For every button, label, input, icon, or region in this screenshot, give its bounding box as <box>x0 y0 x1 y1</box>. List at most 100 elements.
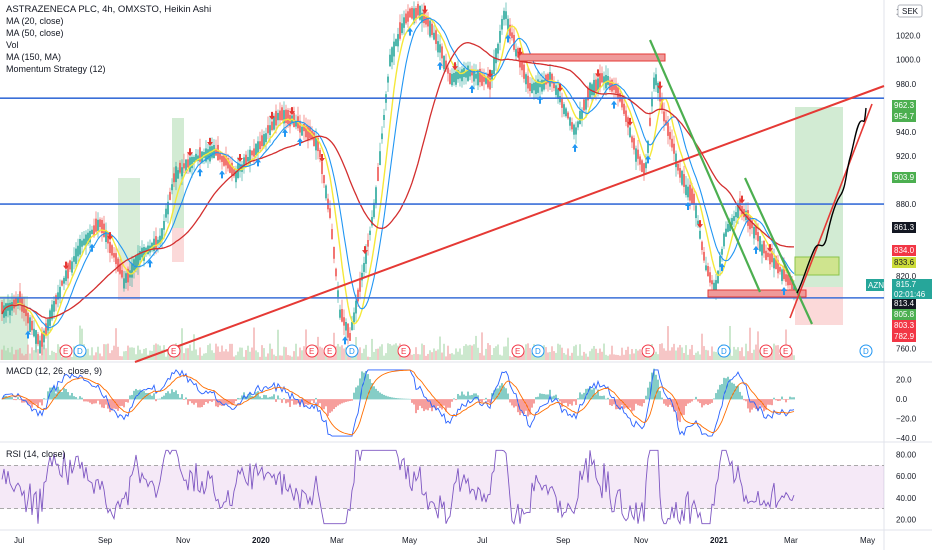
volume-bar <box>375 348 377 360</box>
volume-bar <box>273 354 275 360</box>
price-tag-label: 782.9 <box>894 332 915 341</box>
macd-histogram-bar <box>509 399 511 403</box>
volume-bar <box>279 355 281 360</box>
event-marker-label: D <box>721 347 727 356</box>
candle-body <box>173 173 175 183</box>
volume-bar <box>131 347 133 360</box>
macd-histogram-bar <box>71 392 73 400</box>
event-marker-icon <box>859 344 873 358</box>
candle-body <box>489 77 491 90</box>
volume-bar <box>211 350 213 360</box>
candle-body <box>405 13 407 24</box>
candle-body <box>349 333 351 341</box>
macd-histogram-bar <box>689 399 691 403</box>
macd-histogram-bar <box>93 399 95 404</box>
candle-body <box>9 302 11 316</box>
volume-bar <box>239 347 241 360</box>
volume-bar <box>579 344 581 360</box>
volume-bar <box>527 343 529 360</box>
macd-histogram-bar <box>729 379 731 400</box>
volume-bar <box>667 326 669 360</box>
candle-body <box>23 304 25 313</box>
macd-histogram-bar <box>495 388 497 400</box>
candle-body <box>347 323 349 338</box>
candle-body <box>573 124 575 135</box>
candle-body <box>429 20 431 37</box>
currency-badge[interactable]: SEK <box>897 4 923 18</box>
volume-bar <box>27 344 29 360</box>
macd-histogram-bar <box>217 399 219 408</box>
macd-histogram-bar <box>737 385 739 400</box>
volume-bar <box>671 347 673 360</box>
volume-bar <box>57 344 59 360</box>
macd-histogram-bar <box>27 399 29 405</box>
volume-bar <box>493 347 495 360</box>
candle-body <box>5 303 7 317</box>
macd-histogram-bar <box>197 399 199 408</box>
macd-histogram-bar <box>683 399 685 415</box>
candle-body <box>93 225 95 237</box>
candle-body <box>341 309 343 322</box>
event-marker-label: D <box>535 347 541 356</box>
macd-histogram-bar <box>293 399 295 405</box>
macd-histogram-bar <box>597 389 599 400</box>
volume-bar <box>119 356 121 360</box>
candle-body <box>559 96 561 103</box>
candle-body <box>37 334 39 345</box>
candle-body <box>623 103 625 114</box>
macd-histogram-bar <box>355 387 357 400</box>
buy-arrow-icon <box>342 336 348 345</box>
candle-body <box>235 170 237 183</box>
volume-bar <box>337 343 339 360</box>
event-marker-icon <box>167 344 181 358</box>
volume-bar <box>5 350 7 360</box>
macd-histogram-bar <box>767 399 769 405</box>
volume-bar <box>229 343 231 360</box>
macd-histogram-bar <box>633 399 635 411</box>
candle-body <box>83 238 85 246</box>
macd-histogram-bar <box>507 393 509 400</box>
volume-bar <box>395 343 397 360</box>
candle-body <box>325 185 327 199</box>
buy-arrow-icon <box>197 168 203 177</box>
volume-bar <box>737 347 739 360</box>
volume-bar <box>215 343 217 360</box>
candle-body <box>547 73 549 84</box>
volume-bar <box>357 349 359 360</box>
macd-histogram-bar <box>339 399 341 405</box>
volume-bar <box>707 350 709 360</box>
volume-bar <box>117 346 119 360</box>
volume-bar <box>625 349 627 360</box>
macd-histogram-bar <box>517 399 519 413</box>
volume-bar <box>201 355 203 360</box>
candle-body <box>793 285 795 293</box>
candle-body <box>187 159 189 168</box>
volume-bar <box>393 344 395 360</box>
candle-body <box>185 159 187 173</box>
candle-body <box>17 298 19 306</box>
candle-body <box>287 109 289 125</box>
volume-bar <box>183 353 185 360</box>
volume-bar <box>127 345 129 360</box>
macd-histogram-bar <box>599 395 601 400</box>
candle-body <box>617 87 619 99</box>
volume-bar <box>275 356 277 360</box>
macd-histogram-bar <box>631 399 633 412</box>
candle-body <box>111 245 113 256</box>
candle-body <box>663 111 665 122</box>
macd-histogram-bar <box>295 399 297 405</box>
macd-histogram-bar <box>701 399 703 408</box>
candle-body <box>525 74 527 85</box>
macd-histogram-bar <box>75 397 77 400</box>
candle-body <box>135 255 137 271</box>
candle-body <box>575 127 577 135</box>
rsi-tick-label: 60.00 <box>896 472 917 481</box>
macd-histogram-bar <box>263 394 265 400</box>
volume-bar <box>359 347 361 360</box>
volume-bar <box>103 344 105 360</box>
macd-histogram-bar <box>375 388 377 400</box>
macd-histogram-bar <box>505 388 507 400</box>
volume-bar <box>193 334 195 360</box>
price-tag <box>892 320 916 331</box>
